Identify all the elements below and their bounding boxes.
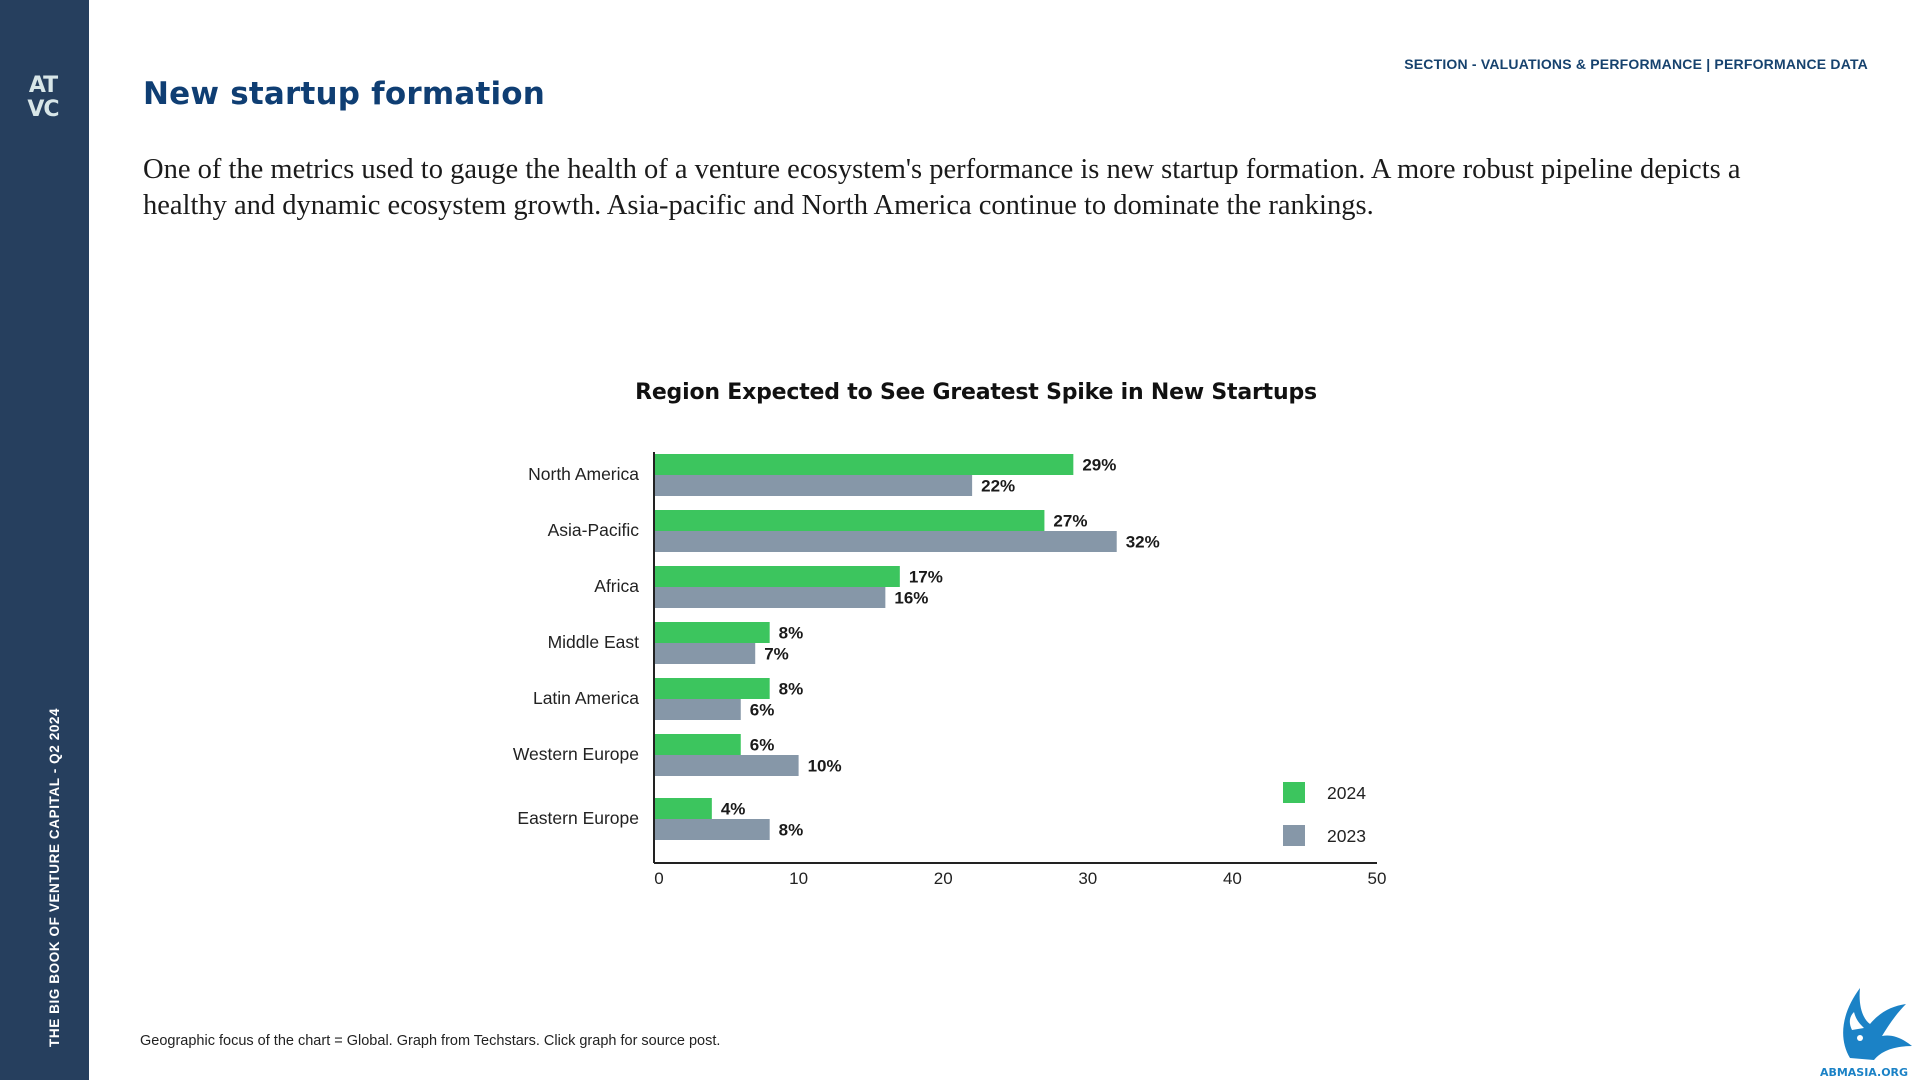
category-label-eastern-europe: Eastern Europe <box>517 808 639 828</box>
data-label-latin-america-2023: 6% <box>750 701 775 720</box>
data-label-eastern-europe-2023: 8% <box>779 821 804 840</box>
x-tick-label-50: 50 <box>1368 869 1387 888</box>
bird-logo-icon[interactable]: ABMASIA.ORG <box>1808 968 1920 1080</box>
atvc-logo: AT VC <box>18 74 68 130</box>
x-tick-label-20: 20 <box>934 869 953 888</box>
data-label-north-america-2024: 29% <box>1082 456 1116 475</box>
data-label-asia-pacific-2023: 32% <box>1126 533 1160 552</box>
bar-middle-east-2024 <box>654 622 770 643</box>
data-label-north-america-2023: 22% <box>981 477 1015 496</box>
report-title-vertical: THE BIG BOOK OF VENTURE CAPITAL - Q2 202… <box>47 707 62 1047</box>
x-tick-label-40: 40 <box>1223 869 1242 888</box>
category-label-middle-east: Middle East <box>548 632 640 652</box>
bar-africa-2024 <box>654 566 900 587</box>
data-label-middle-east-2024: 8% <box>779 624 804 643</box>
data-label-africa-2023: 16% <box>894 589 928 608</box>
data-label-western-europe-2023: 10% <box>808 757 842 776</box>
data-label-latin-america-2024: 8% <box>779 680 804 699</box>
corner-logo-text: ABMASIA.ORG <box>1820 1066 1908 1079</box>
logo-text: AT VC <box>27 73 59 122</box>
category-label-western-europe: Western Europe <box>513 744 639 764</box>
bar-eastern-europe-2023 <box>654 819 770 840</box>
data-label-middle-east-2023: 7% <box>764 645 789 664</box>
category-label-asia-pacific: Asia-Pacific <box>548 520 640 540</box>
data-label-africa-2024: 17% <box>909 568 943 587</box>
intro-paragraph: One of the metrics used to gauge the hea… <box>143 154 1741 221</box>
bar-western-europe-2024 <box>654 734 741 755</box>
x-tick-label-10: 10 <box>789 869 808 888</box>
bar-asia-pacific-2023 <box>654 531 1117 552</box>
chart-title[interactable]: Region Expected to See Greatest Spike in… <box>635 380 1317 405</box>
category-label-africa: Africa <box>594 576 639 596</box>
legend-label-2023: 2023 <box>1327 826 1366 846</box>
section-label: SECTION - VALUATIONS & PERFORMANCE | PER… <box>1404 56 1868 72</box>
bar-eastern-europe-2024 <box>654 798 712 819</box>
category-label-north-america: North America <box>528 464 639 484</box>
bar-latin-america-2023 <box>654 699 741 720</box>
page-title: New startup formation <box>143 76 546 112</box>
category-label-latin-america: Latin America <box>533 688 639 708</box>
bar-asia-pacific-2024 <box>654 510 1045 531</box>
data-label-asia-pacific-2024: 27% <box>1053 512 1087 531</box>
bar-chart[interactable]: North America 29% 22% Asia-Pacific 27% 32% Afr… <box>470 440 1410 900</box>
bar-north-america-2024 <box>654 454 1074 475</box>
legend-swatch-2023 <box>1283 825 1305 846</box>
data-label-western-europe-2024: 6% <box>750 736 775 755</box>
x-tick-label-0: 0 <box>654 869 663 888</box>
data-label-eastern-europe-2024: 4% <box>721 800 746 819</box>
bar-middle-east-2023 <box>654 643 756 664</box>
bar-north-america-2023 <box>654 475 973 496</box>
x-tick-label-30: 30 <box>1078 869 1097 888</box>
sidebar: AT VC THE BIG BOOK OF VENTURE CAPITAL - … <box>0 0 89 1080</box>
legend-swatch-2024 <box>1283 782 1305 803</box>
footnote: Geographic focus of the chart = Global. … <box>140 1033 721 1049</box>
bar-latin-america-2024 <box>654 678 770 699</box>
bar-western-europe-2023 <box>654 755 799 776</box>
bar-africa-2023 <box>654 587 886 608</box>
legend-label-2024: 2024 <box>1327 783 1366 803</box>
